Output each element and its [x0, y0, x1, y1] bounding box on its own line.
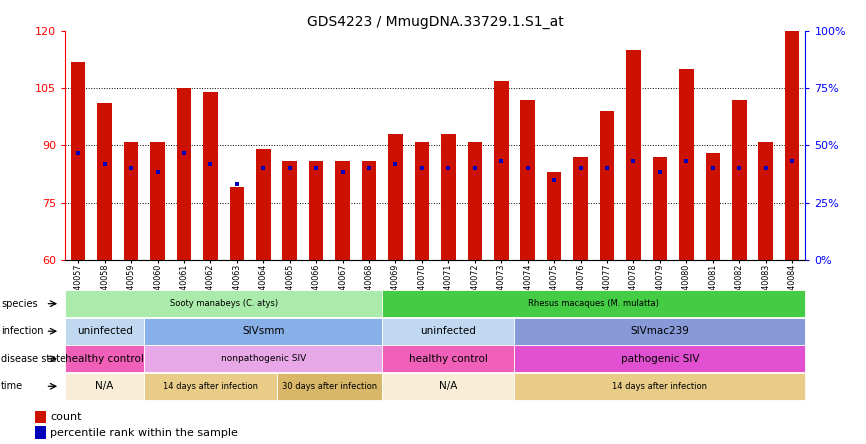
- Point: [494, 157, 508, 164]
- Bar: [626, 50, 641, 260]
- Text: uninfected: uninfected: [77, 326, 132, 336]
- Point: [627, 157, 641, 164]
- Point: [759, 165, 772, 172]
- Bar: [362, 161, 377, 260]
- Text: Rhesus macaques (M. mulatta): Rhesus macaques (M. mulatta): [528, 299, 659, 308]
- Point: [680, 157, 694, 164]
- Point: [283, 165, 297, 172]
- Text: N/A: N/A: [95, 381, 113, 391]
- Text: N/A: N/A: [439, 381, 457, 391]
- Point: [309, 165, 323, 172]
- Bar: [35, 426, 46, 439]
- Text: SIVsmm: SIVsmm: [242, 326, 285, 336]
- Text: nonpathogenic SIV: nonpathogenic SIV: [221, 354, 306, 363]
- Point: [785, 157, 799, 164]
- Bar: [679, 69, 694, 260]
- Text: healthy control: healthy control: [65, 354, 144, 364]
- Point: [229, 180, 243, 187]
- Point: [151, 169, 165, 176]
- Point: [256, 165, 270, 172]
- Bar: [785, 27, 799, 260]
- Text: SIVmac239: SIVmac239: [630, 326, 689, 336]
- Title: GDS4223 / MmugDNA.33729.1.S1_at: GDS4223 / MmugDNA.33729.1.S1_at: [307, 15, 564, 29]
- Text: infection: infection: [1, 326, 44, 336]
- Bar: [335, 161, 350, 260]
- Bar: [204, 92, 217, 260]
- Bar: [282, 161, 297, 260]
- Bar: [124, 142, 139, 260]
- Point: [573, 165, 587, 172]
- Bar: [35, 411, 46, 424]
- Point: [389, 161, 403, 168]
- Bar: [520, 100, 535, 260]
- Bar: [600, 111, 614, 260]
- Bar: [177, 88, 191, 260]
- Point: [362, 165, 376, 172]
- Text: uninfected: uninfected: [421, 326, 476, 336]
- Bar: [468, 142, 482, 260]
- Text: time: time: [1, 381, 23, 391]
- Bar: [97, 103, 112, 260]
- Bar: [732, 100, 746, 260]
- Text: species: species: [1, 299, 38, 309]
- Point: [600, 165, 614, 172]
- Bar: [441, 134, 456, 260]
- Bar: [71, 62, 86, 260]
- Point: [442, 165, 456, 172]
- Text: 14 days after infection: 14 days after infection: [163, 382, 258, 391]
- Point: [468, 165, 481, 172]
- Text: healthy control: healthy control: [409, 354, 488, 364]
- Bar: [706, 153, 721, 260]
- Bar: [415, 142, 430, 260]
- Text: Sooty manabeys (C. atys): Sooty manabeys (C. atys): [170, 299, 278, 308]
- Point: [71, 150, 85, 157]
- Point: [653, 169, 667, 176]
- Bar: [229, 187, 244, 260]
- Point: [547, 176, 561, 183]
- Point: [733, 165, 746, 172]
- Text: 30 days after infection: 30 days after infection: [281, 382, 377, 391]
- Bar: [653, 157, 667, 260]
- Bar: [388, 134, 403, 260]
- Point: [706, 165, 720, 172]
- Text: percentile rank within the sample: percentile rank within the sample: [50, 428, 238, 438]
- Bar: [547, 172, 561, 260]
- Bar: [309, 161, 323, 260]
- Bar: [256, 149, 270, 260]
- Bar: [494, 81, 508, 260]
- Bar: [759, 142, 773, 260]
- Point: [177, 150, 191, 157]
- Bar: [573, 157, 588, 260]
- Point: [415, 165, 429, 172]
- Text: 14 days after infection: 14 days after infection: [612, 382, 708, 391]
- Text: disease state: disease state: [1, 354, 67, 364]
- Point: [98, 161, 112, 168]
- Point: [204, 161, 217, 168]
- Point: [124, 165, 138, 172]
- Text: count: count: [50, 412, 81, 422]
- Point: [520, 165, 534, 172]
- Text: pathogenic SIV: pathogenic SIV: [621, 354, 699, 364]
- Point: [336, 169, 350, 176]
- Bar: [150, 142, 165, 260]
